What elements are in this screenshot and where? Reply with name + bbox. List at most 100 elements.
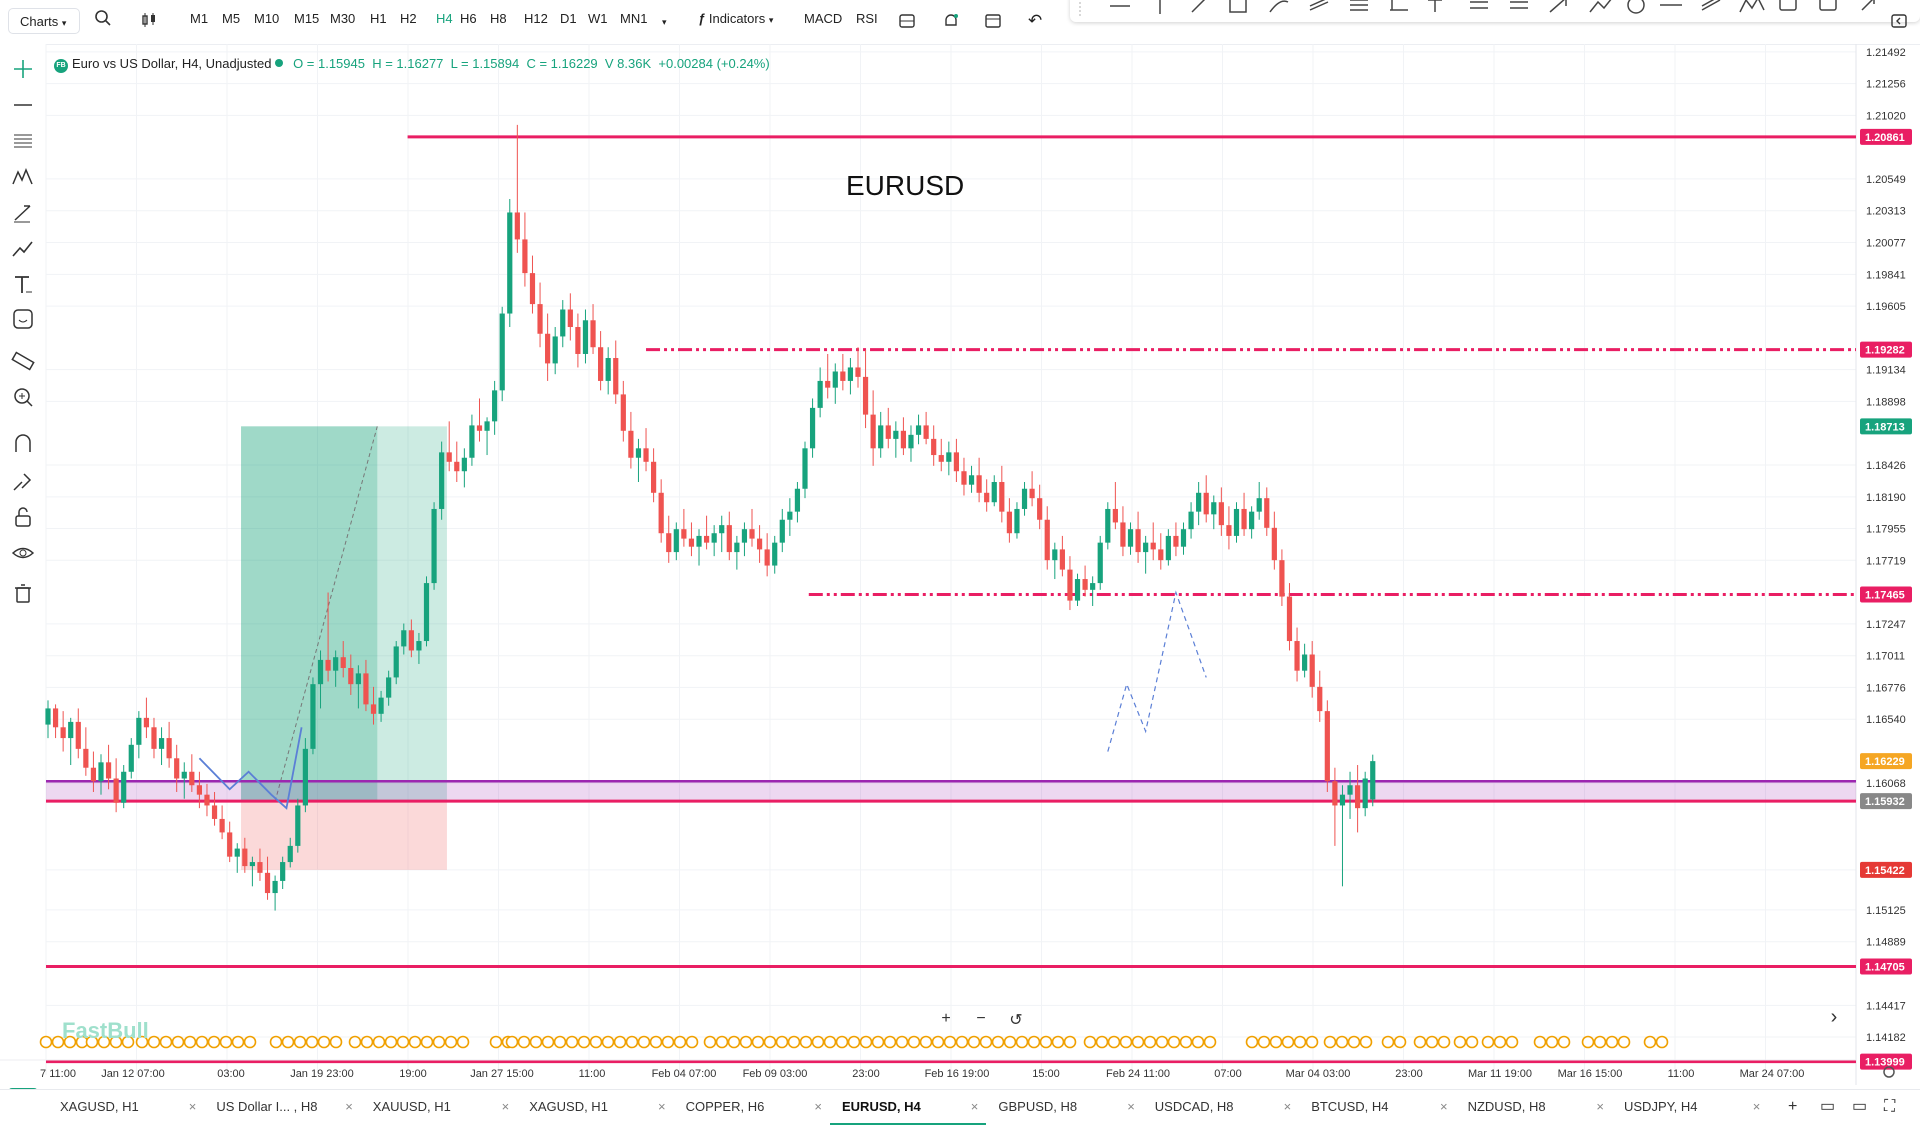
candle-type-icon[interactable]	[140, 11, 158, 32]
symbol-tab[interactable]: COPPER, H6 ×	[674, 1090, 830, 1134]
event-marker	[1505, 1035, 1519, 1049]
candle	[1135, 529, 1141, 553]
add-tab-icon[interactable]: +	[1788, 1098, 1798, 1115]
candle	[711, 533, 717, 543]
close-icon[interactable]: ×	[1439, 1099, 1448, 1114]
event-marker	[444, 1035, 458, 1049]
event-marker	[553, 1035, 567, 1049]
search-icon[interactable]	[94, 9, 112, 30]
candle	[1203, 492, 1209, 515]
eye-icon[interactable]	[10, 540, 36, 566]
zoom-out-button[interactable]: −	[976, 1010, 986, 1027]
reset-zoom-button[interactable]: ↺	[1009, 1012, 1023, 1029]
split-view-icon[interactable]: ▭	[1820, 1098, 1836, 1115]
indicators-button[interactable]: ƒ Indicators ▾	[698, 11, 773, 26]
timeframe-m30[interactable]: M30	[330, 11, 356, 26]
symbol-tab[interactable]: GBPUSD, H8 ×	[986, 1090, 1142, 1134]
horizontal-line-icon[interactable]	[10, 92, 36, 118]
timeframe-m1[interactable]: M1	[190, 11, 209, 26]
price-tag-label: 1.18713	[1865, 421, 1905, 433]
rsi-button[interactable]: RSI	[856, 11, 878, 26]
close-icon[interactable]: ×	[1283, 1099, 1292, 1114]
timeframe-h1[interactable]: H1	[370, 11, 387, 26]
symbol-tab[interactable]: USDCAD, H8 ×	[1143, 1090, 1299, 1134]
timeframe-m15[interactable]: M15	[294, 11, 320, 26]
event-marker	[787, 1035, 801, 1049]
alert-icon[interactable]	[942, 12, 960, 33]
timeframe-mn1[interactable]: MN1	[620, 11, 648, 26]
tab-label: US Dollar I... , H8	[216, 1099, 318, 1114]
timeframe-more-icon[interactable]: ▾	[662, 17, 667, 27]
text-icon[interactable]	[10, 272, 36, 298]
close-icon[interactable]: ×	[501, 1099, 510, 1114]
timeframe-m5[interactable]: M5	[222, 11, 241, 26]
candle	[196, 785, 202, 795]
candle	[484, 421, 490, 431]
symbol-tab[interactable]: XAUUSD, H1 ×	[361, 1090, 517, 1134]
timeframe-h8[interactable]: H8	[490, 11, 507, 26]
close-icon[interactable]: ×	[657, 1099, 666, 1114]
x-tick-label: 19:00	[399, 1068, 427, 1080]
price-chart[interactable]: 1.21492 1.21256 1.21020 1.20549 1.20313 1.200…	[0, 44, 1920, 1089]
charts-dropdown[interactable]: Charts ▾	[8, 8, 80, 34]
symbol-tab[interactable]: BTCUSD, H4 ×	[1299, 1090, 1455, 1134]
scroll-right-button[interactable]: ›	[1830, 1006, 1838, 1028]
magnet-icon[interactable]	[10, 432, 36, 458]
event-marker	[305, 1035, 319, 1049]
symbol-tab[interactable]: USDJPY, H4 ×	[1612, 1090, 1768, 1134]
candle	[976, 475, 982, 493]
tab-label: USDCAD, H8	[1154, 1099, 1234, 1114]
candle	[1112, 508, 1118, 523]
candle	[287, 845, 293, 863]
price-tag	[1860, 418, 1912, 435]
timeframe-w1[interactable]: W1	[588, 11, 608, 26]
event-marker	[121, 1035, 135, 1049]
legend-volume: V 8.36K	[604, 56, 652, 71]
timeframe-h12[interactable]: H12	[524, 11, 548, 26]
undo-icon[interactable]: ↶	[1028, 11, 1043, 30]
timeframe-h2[interactable]: H2	[400, 11, 417, 26]
crosshair-icon[interactable]	[10, 56, 36, 82]
event-marker	[727, 1035, 741, 1049]
draw-mode-icon[interactable]	[10, 468, 36, 494]
close-icon[interactable]: ×	[1596, 1099, 1604, 1114]
collapse-panel-icon[interactable]	[1890, 12, 1908, 33]
window-icon[interactable]: ▭	[1852, 1098, 1868, 1115]
candle	[772, 542, 778, 566]
symbol-tab[interactable]: NZDUSD, H8 ×	[1456, 1090, 1612, 1134]
close-icon[interactable]: ×	[345, 1099, 353, 1114]
event-marker	[396, 1035, 410, 1049]
trend-icon[interactable]	[10, 236, 36, 262]
event-marker	[489, 1035, 503, 1049]
zoom-in-button[interactable]: +	[941, 1010, 951, 1027]
close-icon[interactable]: ×	[1752, 1099, 1761, 1114]
symbol-tab[interactable]: XAGUSD, H1 ×	[517, 1090, 673, 1134]
symbol-tab[interactable]: US Dollar I... , H8 ×	[204, 1090, 360, 1134]
close-icon[interactable]: ×	[1127, 1099, 1135, 1114]
macd-button[interactable]: MACD	[804, 11, 843, 26]
close-icon[interactable]: ×	[814, 1099, 822, 1114]
timeframe-m10[interactable]: M10	[254, 11, 280, 26]
close-icon[interactable]: ×	[188, 1099, 197, 1114]
symbol-tab[interactable]: EURUSD, H4 ×	[830, 1090, 987, 1134]
timeframe-d1[interactable]: D1	[560, 11, 577, 26]
layout-icon[interactable]	[898, 12, 916, 33]
brush-icon[interactable]	[10, 200, 36, 226]
timeframe-h6[interactable]: H6	[460, 11, 477, 26]
event-marker	[1269, 1035, 1283, 1049]
fib-icon[interactable]	[10, 128, 36, 154]
fullscreen-icon[interactable]: ⛶	[1884, 1098, 1896, 1115]
lock-icon[interactable]	[10, 504, 36, 530]
trash-icon[interactable]	[10, 580, 36, 606]
event-marker	[1051, 1035, 1065, 1049]
candle	[158, 738, 165, 749]
calendar-icon[interactable]	[984, 12, 1002, 33]
symbol-tab[interactable]: XAGUSD, H1 ×	[48, 1090, 204, 1134]
candle	[408, 630, 414, 651]
zoom-in-icon[interactable]	[10, 384, 36, 410]
close-icon[interactable]: ×	[970, 1099, 979, 1114]
pattern-icon[interactable]	[10, 164, 36, 190]
timeframe-h4[interactable]: H4	[436, 11, 453, 26]
emoji-icon[interactable]	[10, 306, 36, 332]
ruler-icon[interactable]	[10, 348, 36, 374]
